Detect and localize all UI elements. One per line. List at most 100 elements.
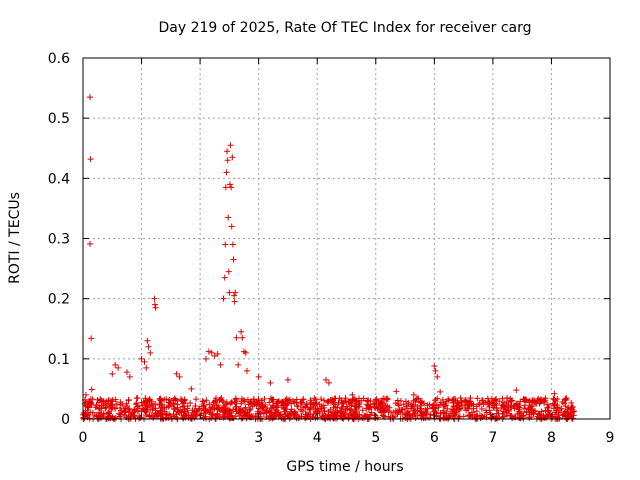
- baseline-point: [108, 398, 115, 405]
- baseline-point: [227, 400, 234, 407]
- baseline-point: [521, 405, 528, 412]
- baseline-point: [270, 414, 277, 421]
- y-tick-label: 0.6: [48, 51, 70, 67]
- baseline-point: [112, 414, 119, 421]
- baseline-point: [342, 410, 349, 417]
- baseline-point: [95, 405, 102, 412]
- baseline-point: [154, 409, 161, 416]
- baseline-point: [230, 415, 237, 422]
- baseline-point: [525, 406, 532, 413]
- data-point: [143, 364, 150, 371]
- baseline-point: [199, 398, 206, 405]
- baseline-point: [350, 396, 357, 403]
- baseline-point: [462, 402, 469, 409]
- baseline-point: [230, 406, 237, 413]
- baseline-point: [540, 414, 547, 421]
- data-point: [217, 361, 224, 368]
- baseline-point: [351, 395, 358, 402]
- baseline-point: [440, 401, 447, 408]
- baseline-point: [159, 401, 166, 408]
- data-point: [457, 394, 464, 401]
- baseline-point: [149, 406, 156, 413]
- baseline-point: [523, 409, 530, 416]
- baseline-point: [152, 405, 159, 412]
- data-point: [238, 328, 245, 335]
- baseline-point: [360, 415, 367, 422]
- baseline-point: [300, 396, 307, 403]
- data-point: [233, 334, 240, 341]
- baseline-point: [103, 404, 110, 411]
- data-point: [123, 369, 130, 376]
- baseline-point: [174, 401, 181, 408]
- baseline-point: [339, 415, 346, 422]
- baseline-point: [329, 396, 336, 403]
- baseline-point: [494, 407, 501, 414]
- baseline-point: [569, 404, 576, 411]
- baseline-point: [193, 396, 200, 403]
- baseline-point: [120, 405, 127, 412]
- baseline-point: [538, 408, 545, 415]
- baseline-point: [100, 411, 107, 418]
- baseline-point: [493, 401, 500, 408]
- baseline-point: [214, 410, 221, 417]
- baseline-point: [250, 401, 257, 408]
- baseline-point: [522, 402, 529, 409]
- data-point: [349, 391, 356, 398]
- baseline-point: [500, 408, 507, 415]
- baseline-point: [201, 402, 208, 409]
- baseline-point: [536, 397, 543, 404]
- baseline-point: [134, 403, 141, 410]
- baseline-point: [163, 396, 170, 403]
- baseline-point: [293, 415, 300, 422]
- baseline-point: [180, 400, 187, 407]
- baseline-point: [293, 399, 300, 406]
- baseline-point: [373, 396, 380, 403]
- data-point: [145, 343, 152, 350]
- data-point: [224, 157, 231, 164]
- baseline-point: [340, 409, 347, 416]
- baseline-point: [371, 404, 378, 411]
- baseline-point: [564, 406, 571, 413]
- baseline-point: [238, 400, 245, 407]
- baseline-point: [318, 406, 325, 413]
- baseline-point: [286, 396, 293, 403]
- data-point: [228, 223, 235, 230]
- baseline-point: [180, 413, 187, 420]
- baseline-point: [405, 399, 412, 406]
- baseline-point: [112, 405, 119, 412]
- baseline-point: [443, 398, 450, 405]
- baseline-point: [417, 408, 424, 415]
- baseline-point: [264, 407, 271, 414]
- data-point: [235, 361, 242, 368]
- baseline-point: [107, 415, 114, 422]
- baseline-point: [294, 403, 301, 410]
- baseline-point: [233, 403, 240, 410]
- baseline-point: [455, 402, 462, 409]
- baseline-point: [260, 404, 267, 411]
- baseline-point: [257, 409, 264, 416]
- baseline-point: [371, 414, 378, 421]
- y-axis-title: ROTI / TECUs: [7, 192, 23, 284]
- y-tick-label: 0.5: [48, 111, 70, 127]
- data-point: [87, 156, 94, 163]
- x-tick-label: 3: [254, 430, 263, 446]
- baseline-point: [378, 399, 385, 406]
- baseline-point: [327, 406, 334, 413]
- baseline-point: [219, 397, 226, 404]
- baseline-point: [503, 398, 510, 405]
- baseline-point: [137, 414, 144, 421]
- data-point: [112, 361, 119, 368]
- baseline-point: [562, 397, 569, 404]
- baseline-point: [178, 409, 185, 416]
- plot-frame: [82, 57, 611, 420]
- baseline-point: [394, 397, 401, 404]
- baseline-point: [245, 411, 252, 418]
- baseline-point: [476, 400, 483, 407]
- baseline-point: [446, 412, 453, 419]
- baseline-point: [356, 414, 363, 421]
- baseline-point: [330, 404, 337, 411]
- baseline-point: [312, 396, 319, 403]
- baseline-point: [394, 409, 401, 416]
- baseline-point: [115, 410, 122, 417]
